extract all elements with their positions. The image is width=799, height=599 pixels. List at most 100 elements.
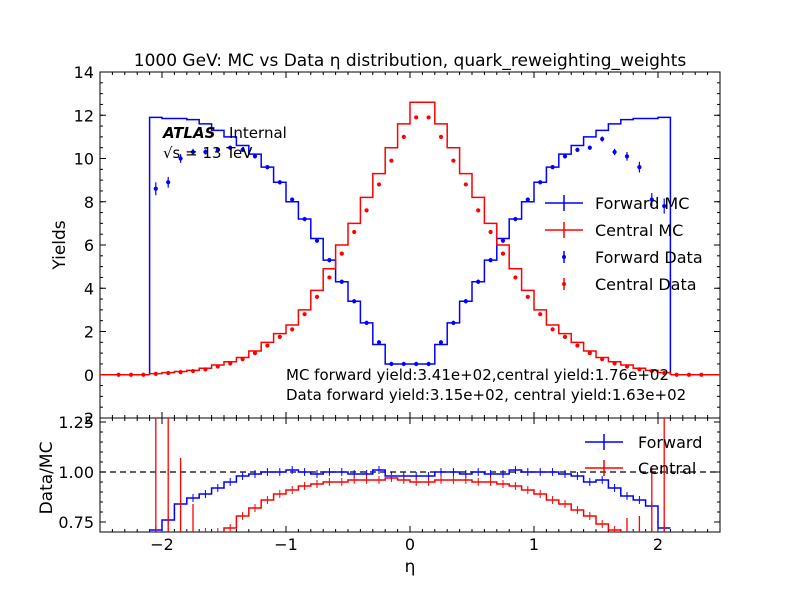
data-point-central-data [426, 115, 431, 120]
data-point-central-data [364, 208, 369, 213]
main-y-tick-label: 6 [84, 236, 94, 255]
data-point-forward-data [203, 149, 208, 155]
ratio-legend: Forward Central [585, 433, 702, 478]
data-point-forward-data [525, 197, 530, 202]
data-point-forward-data [166, 180, 171, 185]
legend-central-ratio: Central [585, 459, 696, 478]
data-point-forward-data [550, 165, 555, 170]
legend-forward-data: Forward Data [562, 248, 703, 267]
main-y-tick-label: 12 [74, 106, 94, 125]
data-point-forward-data [265, 165, 270, 170]
data-point-central-data [203, 367, 208, 372]
chart-title: 1000 GeV: MC vs Data η distribution, qua… [134, 51, 687, 71]
main-plot-area [100, 101, 720, 377]
ratio-x-tick-label: 1 [529, 535, 539, 554]
legend-central-mc: Central MC [545, 221, 683, 240]
data-point-central-data [624, 364, 630, 369]
data-point-forward-data [277, 180, 282, 185]
data-point-central-data [550, 327, 555, 332]
data-point-forward-data [314, 238, 320, 243]
legend-label-central-mc: Central MC [595, 221, 683, 240]
data-point-central-data [488, 229, 493, 235]
data-point-forward-data [624, 154, 630, 159]
energy-label: √s = 13 TeV [163, 144, 253, 162]
data-point-central-data [228, 361, 233, 366]
data-point-forward-data [401, 361, 406, 367]
main-y-axis-label: Yields [50, 220, 70, 270]
data-point-forward-data [600, 136, 605, 142]
ratio-step-central [149, 477, 671, 532]
ratio-step-forward [149, 469, 671, 531]
data-point-central-data [314, 294, 320, 299]
data-point-central-data [376, 182, 382, 187]
data-point-forward-data [153, 186, 158, 191]
data-point-central-data [240, 357, 245, 362]
data-point-central-data [153, 371, 158, 376]
data-point-central-data [612, 361, 617, 366]
ratio-y-tick-label: 1.25 [58, 413, 94, 432]
data-point-forward-data [637, 165, 642, 170]
data-point-central-data [327, 275, 332, 280]
data-point-forward-data [240, 147, 245, 152]
data-point-forward-data [662, 203, 667, 209]
main-legend: Forward MC Central MC Forward Data Centr… [545, 194, 703, 294]
data-point-central-data [302, 312, 307, 317]
data-point-central-data [265, 343, 270, 348]
data-point-central-data [476, 208, 481, 213]
data-point-forward-data [376, 340, 382, 345]
data-point-forward-data [190, 149, 196, 155]
main-y-tick-label: 0 [84, 366, 94, 385]
ratio-axis-ticks: 0.75 1.00 1.25 −2 −1 0 1 2 [58, 413, 721, 554]
data-point-forward-data [339, 279, 344, 284]
legend-forward-ratio: Forward [585, 433, 702, 452]
data-point-central-data [562, 334, 568, 340]
data-point-forward-data [538, 180, 543, 185]
data-point-forward-data [612, 149, 617, 155]
data-point-forward-data [500, 238, 506, 243]
data-point-central-data [438, 134, 444, 139]
data-point-central-data [166, 370, 171, 376]
data-point-forward-data [438, 340, 444, 345]
data-point-central-data [190, 368, 196, 374]
data-point-central-data [587, 351, 592, 356]
data-point-central-data [463, 182, 468, 187]
legend-central-data: Central Data [562, 275, 697, 294]
ratio-x-tick-label: 2 [653, 535, 663, 554]
data-point-central-data [637, 367, 642, 372]
data-point-central-data [525, 294, 530, 299]
data-point-forward-data [488, 258, 493, 263]
data-yield-annotation: Data forward yield:3.15e+02, central yie… [286, 386, 686, 404]
data-point-central-data [513, 275, 518, 280]
ratio-x-tick-label: −2 [150, 535, 174, 554]
data-point-central-data [649, 368, 654, 374]
main-y-tick-label: 2 [84, 323, 94, 342]
data-point-forward-data [575, 147, 580, 152]
data-point-central-data [451, 158, 456, 163]
data-point-forward-data [215, 147, 220, 152]
data-point-forward-data [228, 145, 233, 150]
ratio-x-tick-label: −1 [274, 535, 298, 554]
legend-label-forward-data: Forward Data [595, 248, 703, 267]
data-point-forward-data [352, 299, 357, 304]
data-point-central-data [252, 351, 258, 356]
data-point-forward-data [587, 145, 592, 150]
data-point-central-data [600, 357, 605, 362]
data-point-forward-data [364, 320, 369, 325]
data-point-central-data [277, 334, 282, 340]
data-point-forward-data [327, 258, 332, 263]
data-point-forward-data [290, 197, 295, 202]
data-point-central-data [538, 312, 543, 317]
legend-label-forward-mc: Forward MC [595, 194, 689, 213]
data-point-central-data [339, 251, 344, 256]
data-point-central-data [575, 343, 580, 348]
data-point-forward-data [414, 361, 419, 367]
ratio-y-axis-label: Data/MC [37, 442, 57, 515]
atlas-internal-label: Internal [229, 124, 287, 142]
ratio-y-tick-label: 0.75 [58, 513, 94, 532]
ratio-plot-area [100, 418, 720, 532]
data-point-forward-data [426, 361, 431, 367]
step-line-forward-mc [148, 116, 672, 375]
data-point-forward-data [562, 154, 568, 159]
main-y-tick-label: 4 [84, 279, 94, 298]
